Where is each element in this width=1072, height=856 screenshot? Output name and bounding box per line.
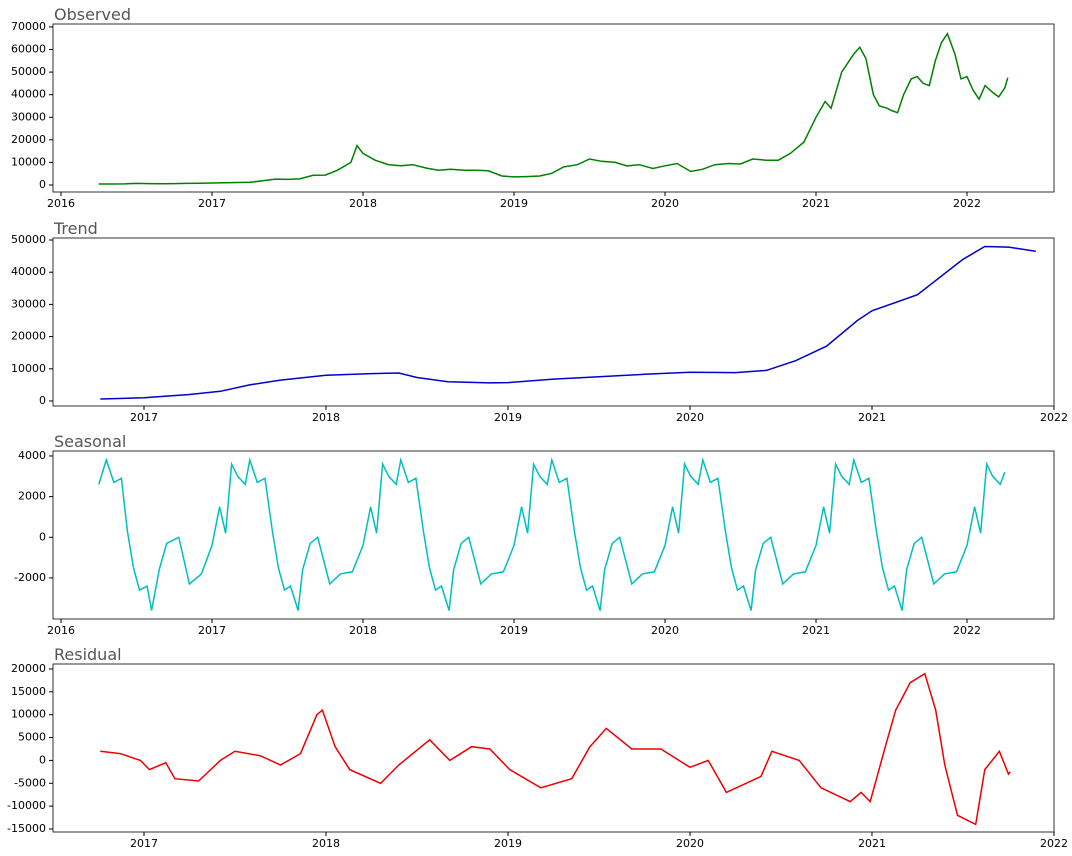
y-tick-label: -5000	[14, 776, 46, 789]
series-line	[100, 245, 1036, 400]
y-tick-label: 5000	[18, 731, 46, 744]
x-tick-label: 2021	[802, 624, 830, 637]
x-tick-label: 2022	[953, 197, 981, 210]
y-tick-label: 50000	[11, 233, 46, 246]
panel-title: Trend	[53, 219, 98, 238]
y-tick-label: 20000	[11, 133, 46, 146]
y-tick-label: 0	[39, 178, 46, 191]
y-tick-label: 20000	[11, 330, 46, 343]
y-tick-label: 60000	[11, 43, 46, 56]
y-tick-label: 30000	[11, 297, 46, 310]
x-tick-label: 2020	[651, 197, 679, 210]
x-tick-label: 2019	[494, 837, 522, 850]
x-tick-label: 2019	[494, 411, 522, 424]
x-tick-label: 2017	[130, 411, 158, 424]
y-tick-label: 0	[39, 753, 46, 766]
y-tick-label: 50000	[11, 65, 46, 78]
series-line	[98, 32, 1009, 185]
x-tick-label: 2019	[500, 624, 528, 637]
x-tick-label: 2022	[1040, 837, 1068, 850]
series-line	[98, 457, 1006, 611]
y-tick-label: 4000	[18, 449, 46, 462]
panel-title: Seasonal	[54, 432, 126, 451]
y-tick-label: 40000	[11, 265, 46, 278]
x-tick-label: 2021	[802, 197, 830, 210]
x-tick-label: 2018	[312, 837, 340, 850]
series-line	[100, 672, 1011, 826]
x-tick-label: 2019	[500, 197, 528, 210]
y-tick-label: -2000	[14, 571, 46, 584]
x-tick-label: 2021	[858, 411, 886, 424]
y-tick-label: 10000	[11, 362, 46, 375]
y-tick-label: 70000	[11, 20, 46, 33]
y-tick-label: 30000	[11, 110, 46, 123]
axes-frame	[52, 450, 1055, 620]
axes-frame	[52, 237, 1055, 407]
x-tick-label: 2020	[651, 624, 679, 637]
y-tick-label: 20000	[11, 662, 46, 675]
y-tick-label: 2000	[18, 490, 46, 503]
y-tick-label: 10000	[11, 708, 46, 721]
x-tick-label: 2021	[858, 837, 886, 850]
x-tick-label: 2022	[953, 624, 981, 637]
y-tick-label: 40000	[11, 88, 46, 101]
x-tick-label: 2018	[312, 411, 340, 424]
x-tick-label: 2017	[198, 197, 226, 210]
y-tick-label: 0	[39, 530, 46, 543]
y-tick-label: -15000	[7, 822, 46, 835]
x-tick-label: 2018	[349, 197, 377, 210]
y-tick-label: 10000	[11, 155, 46, 168]
axes-frame	[52, 23, 1055, 193]
x-tick-label: 2017	[198, 624, 226, 637]
y-tick-label: 0	[39, 394, 46, 407]
x-tick-label: 2018	[349, 624, 377, 637]
x-tick-label: 2016	[47, 624, 75, 637]
axes-frame	[52, 663, 1055, 833]
x-tick-label: 2017	[130, 837, 158, 850]
y-tick-label: 15000	[11, 685, 46, 698]
y-tick-label: -10000	[7, 799, 46, 812]
panel-title: Observed	[54, 5, 131, 24]
x-tick-label: 2016	[47, 197, 75, 210]
x-tick-label: 2022	[1040, 411, 1068, 424]
x-tick-label: 2020	[676, 411, 704, 424]
x-tick-label: 2020	[676, 837, 704, 850]
panel-title: Residual	[54, 645, 122, 664]
